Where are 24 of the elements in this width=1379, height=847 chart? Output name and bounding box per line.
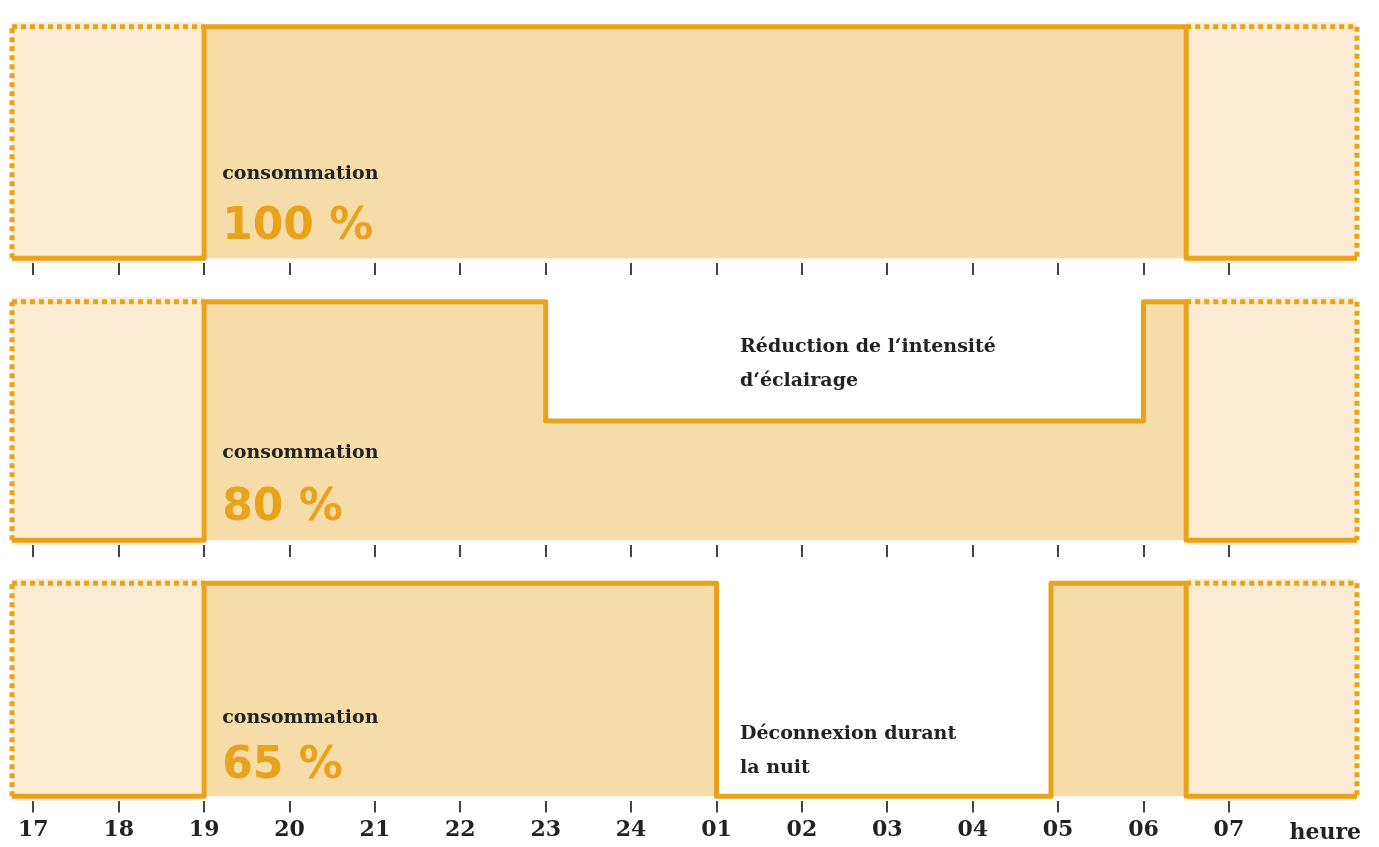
annotation: Déconnexion durant la nuit xyxy=(740,720,957,777)
x-tick-label: 05 xyxy=(1042,814,1074,841)
annotation: consommation xyxy=(222,705,379,728)
x-tick-label: 19 xyxy=(188,814,220,841)
x-tick-label: 04 xyxy=(957,814,989,841)
annotation: Réduction de l‘intensité d‘éclairage xyxy=(740,333,996,390)
annotation: consommation xyxy=(222,440,379,463)
x-tick-label: 17 xyxy=(18,814,49,841)
x-tick-label: 06 xyxy=(1128,814,1159,841)
x-tick-label: 03 xyxy=(872,814,903,841)
x-tick-label: 01 xyxy=(701,814,732,841)
x-tick-label: 23 xyxy=(530,814,562,841)
annotation: 80 % xyxy=(222,479,343,531)
x-tick-label: 18 xyxy=(103,814,135,841)
x-tick-label: 24 xyxy=(615,814,647,841)
x-tick-label: 20 xyxy=(274,814,305,841)
x-axis-title: heure xyxy=(1289,818,1361,845)
x-tick-label: 21 xyxy=(359,814,391,841)
annotation: consommation xyxy=(222,160,379,183)
annotation: 65 % xyxy=(222,737,343,789)
annotation: 100 % xyxy=(222,197,374,249)
x-tick-label: 02 xyxy=(786,814,818,841)
x-tick-label: 07 xyxy=(1213,814,1245,841)
x-tick-label: 22 xyxy=(445,814,476,841)
